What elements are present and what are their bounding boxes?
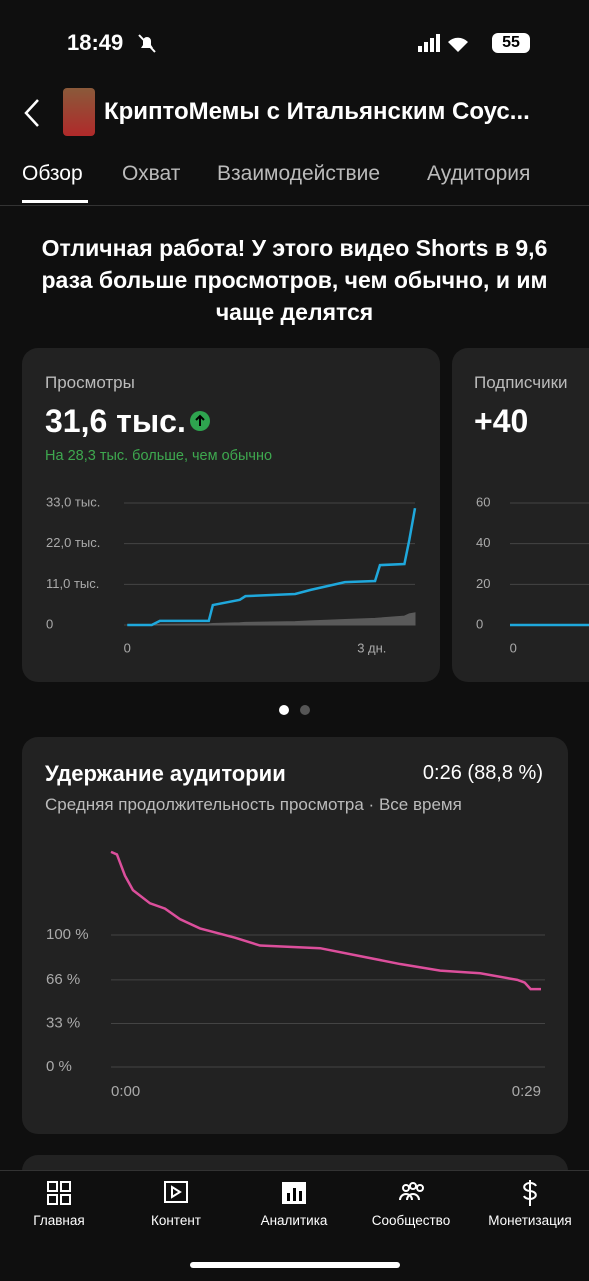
tab[interactable]: Взаимодействие (217, 162, 381, 185)
headline: Отличная работа! У этого видео Shorts в … (41, 235, 548, 325)
nav-item[interactable]: Сообщество (371, 1213, 451, 1228)
divider (0, 205, 589, 206)
time: 18:49 (67, 30, 124, 55)
page-dot[interactable] (279, 705, 289, 715)
nav-item[interactable]: Контент (150, 1213, 201, 1228)
views-card[interactable] (22, 348, 440, 682)
nav-item[interactable]: Монетизация (488, 1213, 572, 1228)
subscribers-card[interactable] (452, 348, 589, 682)
back-button[interactable] (22, 98, 42, 128)
signal-wifi (418, 34, 468, 52)
battery: 55 (492, 33, 530, 53)
home-indicator (190, 1262, 400, 1268)
tab[interactable]: Аудитория (427, 162, 531, 185)
card-label: Просмотры (45, 373, 135, 392)
card-label: Подписчики (474, 373, 568, 392)
nav-item[interactable]: Аналитика (260, 1213, 328, 1228)
nav-item[interactable]: Главная (33, 1213, 85, 1228)
page-dot[interactable] (300, 705, 310, 715)
up-icon (190, 411, 210, 431)
retention-value: 0:26 (88,8 %) (422, 762, 543, 784)
video-title: КриптоМемы с Итальянским Соус... (104, 98, 530, 125)
card-value: 31,6 тыс. (45, 403, 186, 439)
card-value: +40 (474, 403, 529, 439)
retention-title: Удержание аудитории (45, 761, 286, 786)
card-note: На 28,3 тыс. больше, чем обычно (45, 448, 273, 464)
tab-indicator (22, 200, 88, 203)
tab[interactable]: Охват (122, 162, 181, 185)
video-thumbnail[interactable] (63, 88, 95, 136)
nav-icons (47, 1180, 537, 1206)
mute-icon (138, 34, 156, 53)
retention-subtitle: Средняя продолжительность просмотра · Вс… (45, 795, 462, 814)
tab[interactable]: Обзор (22, 162, 83, 185)
